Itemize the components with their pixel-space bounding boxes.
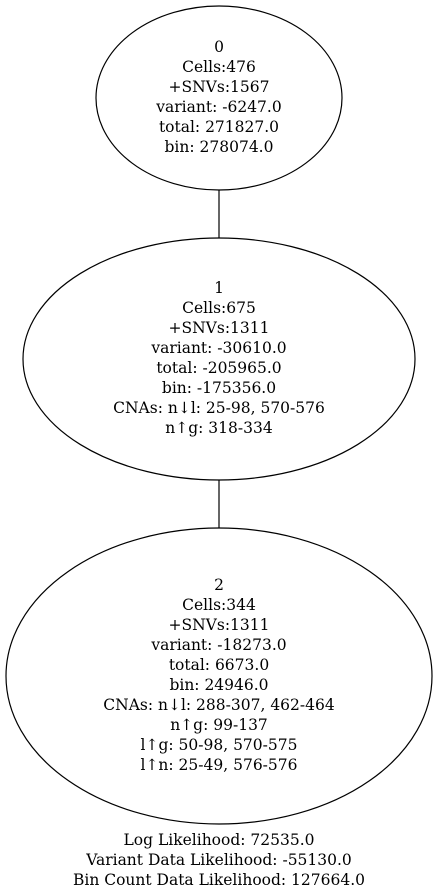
variant-likelihood-text: Variant Data Likelihood: -55130.0 — [85, 851, 352, 869]
node-2-line-0: 2 — [214, 576, 224, 594]
node-0-line-1: Cells:476 — [182, 58, 256, 76]
node-1-line-0: 1 — [214, 279, 224, 297]
node-0-line-4: total: 271827.0 — [159, 118, 279, 136]
node-1-line-2: +SNVs:1311 — [169, 319, 270, 337]
node-1-ellipse — [22, 237, 416, 481]
likelihood-summary: Log Likelihood: 72535.0 Variant Data Lik… — [73, 831, 365, 889]
node-2-line-1: Cells:344 — [182, 596, 256, 614]
log-likelihood-text: Log Likelihood: 72535.0 — [123, 831, 314, 849]
node-2-line-6: CNAs: n↓l: 288-307, 462-464 — [103, 696, 335, 714]
node-2-line-8: l↑g: 50-98, 570-575 — [141, 736, 298, 754]
node-0-line-3: variant: -6247.0 — [155, 98, 281, 116]
node-2-line-3: variant: -18273.0 — [150, 636, 286, 654]
node-1-line-6: CNAs: n↓l: 25-98, 570-576 — [113, 399, 325, 417]
node-1-line-4: total: -205965.0 — [156, 359, 281, 377]
node-2-ellipse — [5, 527, 433, 825]
node-2-line-5: bin: 24946.0 — [169, 676, 268, 694]
node-1-line-3: variant: -30610.0 — [150, 339, 286, 357]
node-2-line-2: +SNVs:1311 — [169, 616, 270, 634]
node-2-line-7: n↑g: 99-137 — [170, 716, 268, 734]
node-0-line-0: 0 — [214, 38, 224, 56]
node-1-line-7: n↑g: 318-334 — [165, 419, 273, 437]
tree-node-2[interactable]: 2 Cells:344 +SNVs:1311 variant: -18273.0… — [5, 527, 433, 825]
node-2-line-4: total: 6673.0 — [169, 656, 269, 674]
node-0-ellipse — [95, 5, 343, 191]
bin-count-likelihood-text: Bin Count Data Likelihood: 127664.0 — [73, 871, 365, 889]
tree-node-1[interactable]: 1 Cells:675 +SNVs:1311 variant: -30610.0… — [22, 237, 416, 481]
node-2-line-9: l↑n: 25-49, 576-576 — [140, 756, 297, 774]
node-1-line-1: Cells:675 — [182, 299, 256, 317]
tree-node-0[interactable]: 0 Cells:476 +SNVs:1567 variant: -6247.0 … — [95, 5, 343, 191]
node-0-line-5: bin: 278074.0 — [165, 138, 274, 156]
node-0-line-2: +SNVs:1567 — [169, 78, 270, 96]
node-1-line-5: bin: -175356.0 — [162, 379, 276, 397]
